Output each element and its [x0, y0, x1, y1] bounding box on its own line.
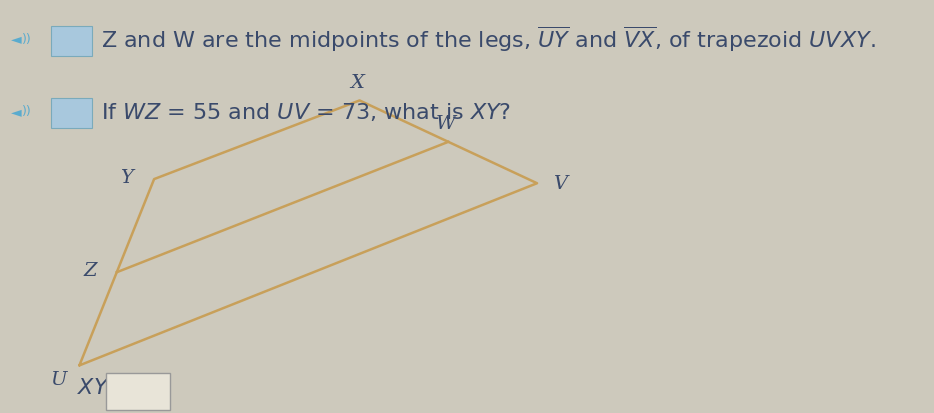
Text: V: V: [553, 175, 568, 193]
Text: )): )): [22, 33, 32, 46]
Text: U: U: [50, 370, 67, 388]
Text: $\mathit{XY}$ =: $\mathit{XY}$ =: [77, 377, 132, 397]
Text: Z: Z: [84, 261, 97, 280]
Text: If $\mathit{WZ}$ = 55 and $\mathit{UV}$ = 73, what is $\mathit{XY}$?: If $\mathit{WZ}$ = 55 and $\mathit{UV}$ …: [101, 100, 511, 123]
Bar: [51, 99, 92, 129]
Bar: [106, 373, 170, 410]
Text: ◄: ◄: [11, 104, 21, 119]
Bar: [51, 27, 92, 57]
Text: ◄: ◄: [11, 32, 21, 46]
Text: Z and W are the midpoints of the legs, $\overline{\mathit{UY}}$ and $\overline{\: Z and W are the midpoints of the legs, $…: [101, 24, 875, 54]
Text: X: X: [350, 74, 363, 92]
Text: )): )): [22, 105, 32, 118]
Text: Y: Y: [120, 169, 133, 187]
Text: W: W: [435, 115, 456, 133]
